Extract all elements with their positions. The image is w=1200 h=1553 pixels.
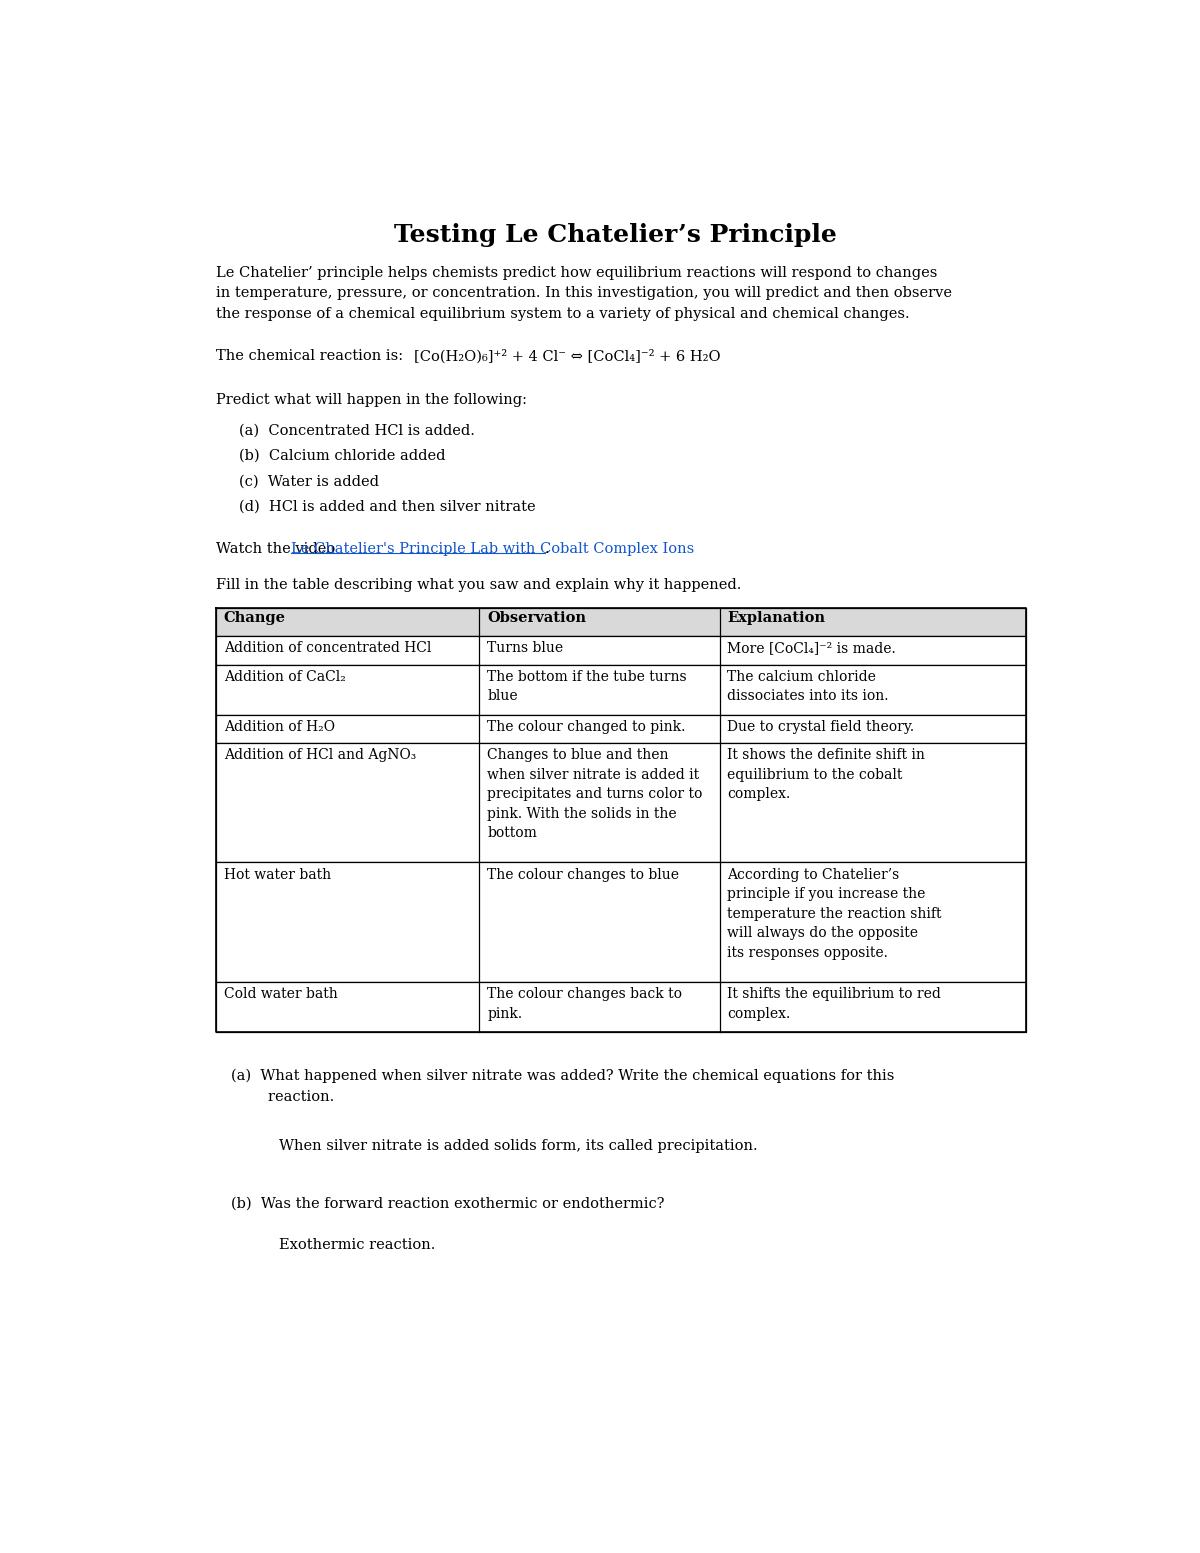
Text: Le Chatelier’ principle helps chemists predict how equilibrium reactions will re: Le Chatelier’ principle helps chemists p… bbox=[216, 266, 952, 321]
Text: The calcium chloride
dissociates into its ion.: The calcium chloride dissociates into it… bbox=[727, 669, 889, 704]
Text: More [CoCl₄]⁻² is made.: More [CoCl₄]⁻² is made. bbox=[727, 641, 896, 655]
Text: Change: Change bbox=[223, 612, 286, 626]
Polygon shape bbox=[216, 637, 1026, 665]
Text: (b)  Was the forward reaction exothermic or endothermic?: (b) Was the forward reaction exothermic … bbox=[232, 1196, 665, 1210]
Text: Explanation: Explanation bbox=[727, 612, 826, 626]
Text: Changes to blue and then
when silver nitrate is added it
precipitates and turns : Changes to blue and then when silver nit… bbox=[487, 749, 702, 840]
Text: (c)  Water is added: (c) Water is added bbox=[239, 474, 379, 488]
Polygon shape bbox=[216, 607, 1026, 637]
Text: Predict what will happen in the following:: Predict what will happen in the followin… bbox=[216, 393, 527, 407]
Text: (a)  What happened when silver nitrate was added? Write the chemical equations f: (a) What happened when silver nitrate wa… bbox=[232, 1068, 895, 1104]
Text: The bottom if the tube turns
blue: The bottom if the tube turns blue bbox=[487, 669, 686, 704]
Text: Addition of HCl and AgNO₃: Addition of HCl and AgNO₃ bbox=[223, 749, 416, 763]
Text: According to Chatelier’s
principle if you increase the
temperature the reaction : According to Chatelier’s principle if yo… bbox=[727, 868, 942, 960]
Text: Cold water bath: Cold water bath bbox=[223, 988, 337, 1002]
Text: The colour changes back to
pink.: The colour changes back to pink. bbox=[487, 988, 682, 1020]
Polygon shape bbox=[216, 714, 1026, 742]
Text: Due to crystal field theory.: Due to crystal field theory. bbox=[727, 721, 914, 735]
Text: Addition of concentrated HCl: Addition of concentrated HCl bbox=[223, 641, 431, 655]
Text: .: . bbox=[545, 542, 550, 556]
Polygon shape bbox=[216, 862, 1026, 981]
Polygon shape bbox=[216, 981, 1026, 1031]
Text: Testing Le Chatelier’s Principle: Testing Le Chatelier’s Principle bbox=[394, 224, 836, 247]
Text: Watch the video: Watch the video bbox=[216, 542, 340, 556]
Polygon shape bbox=[216, 742, 1026, 862]
Polygon shape bbox=[216, 665, 1026, 714]
Text: Fill in the table describing what you saw and explain why it happened.: Fill in the table describing what you sa… bbox=[216, 578, 742, 592]
Text: Addition of H₂O: Addition of H₂O bbox=[223, 721, 335, 735]
Text: It shows the definite shift in
equilibrium to the cobalt
complex.: It shows the definite shift in equilibri… bbox=[727, 749, 925, 801]
Text: (d)  HCl is added and then silver nitrate: (d) HCl is added and then silver nitrate bbox=[239, 500, 535, 514]
Text: (b)  Calcium chloride added: (b) Calcium chloride added bbox=[239, 449, 445, 463]
Text: Exothermic reaction.: Exothermic reaction. bbox=[280, 1238, 436, 1252]
Text: Addition of CaCl₂: Addition of CaCl₂ bbox=[223, 669, 346, 683]
Text: Observation: Observation bbox=[487, 612, 586, 626]
Text: Turns blue: Turns blue bbox=[487, 641, 563, 655]
Text: The colour changes to blue: The colour changes to blue bbox=[487, 868, 679, 882]
Text: The chemical reaction is:: The chemical reaction is: bbox=[216, 349, 403, 363]
Text: The colour changed to pink.: The colour changed to pink. bbox=[487, 721, 685, 735]
Text: Le Chatelier's Principle Lab with Cobalt Complex Ions: Le Chatelier's Principle Lab with Cobalt… bbox=[292, 542, 695, 556]
Text: When silver nitrate is added solids form, its called precipitation.: When silver nitrate is added solids form… bbox=[280, 1138, 758, 1152]
Text: (a)  Concentrated HCl is added.: (a) Concentrated HCl is added. bbox=[239, 424, 475, 438]
Text: [Co(H₂O)₆]⁺² + 4 Cl⁻ ⇔ [CoCl₄]⁻² + 6 H₂O: [Co(H₂O)₆]⁺² + 4 Cl⁻ ⇔ [CoCl₄]⁻² + 6 H₂O bbox=[414, 349, 720, 363]
Text: It shifts the equilibrium to red
complex.: It shifts the equilibrium to red complex… bbox=[727, 988, 941, 1020]
Text: Hot water bath: Hot water bath bbox=[223, 868, 331, 882]
